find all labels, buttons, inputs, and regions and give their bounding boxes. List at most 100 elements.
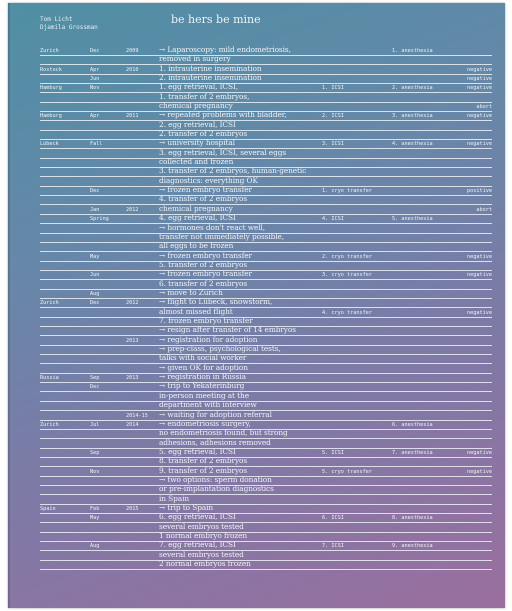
row-city: Zurich (40, 300, 59, 307)
row-text: → frozen embryo transfer (159, 269, 252, 279)
row-year: 2015 (126, 506, 139, 513)
row-procedure: 1. cryo transfer (322, 188, 372, 195)
row-anesthesia: 6. anesthesia (392, 421, 433, 428)
timeline-row: Zurich Dec 2009 → Laparoscopy: mild endomet… (40, 44, 492, 56)
row-procedure: 5. cryo transfer (322, 468, 372, 475)
row-text: adhesions, adhesions removed (159, 437, 271, 447)
row-month: Jul (90, 421, 100, 428)
row-month: Dec (90, 188, 100, 195)
row-text: no endometriosis found, but strong (159, 428, 288, 438)
row-text: → trip to Spain (159, 503, 214, 513)
row-year: 2010 (126, 66, 139, 73)
row-text: 5. transfer of 2 embryos (159, 259, 248, 269)
row-text: → trip to Yekaterinburg (159, 381, 245, 391)
row-city: Hamburg (40, 113, 62, 120)
row-procedure: 4. cryo transfer (322, 309, 372, 316)
row-month: Aug (90, 543, 100, 550)
timeline-row: 2013 → registration for adoption (40, 335, 492, 346)
row-procedure: 5. ICSI (322, 449, 344, 456)
row-result: negative (467, 75, 492, 82)
timeline-row: talks with social worker (40, 353, 492, 365)
row-anesthesia: 5. anesthesia (392, 216, 433, 223)
timeline-row: Russia Sep 2013 → registration in Russia (40, 372, 492, 384)
row-text: → resign after transfer of 14 embryos (159, 325, 296, 335)
row-city: Lübeck (40, 141, 59, 148)
timeline-row: 3. transfer of 2 embryos, human-genetic (40, 166, 492, 178)
row-month: Nov (90, 468, 100, 475)
row-text: 1. egg retrieval, ICSI, (159, 82, 238, 92)
row-text: → prep-class, psychological tests, (159, 344, 281, 354)
timeline-row: Hamburg Nov 1. egg retrieval, ICSI, 1. ICSI… (40, 82, 492, 94)
row-text: removed in surgery (159, 54, 231, 64)
row-text: 2. transfer of 2 embryos (159, 129, 248, 139)
author-name: Djamila Grossman (40, 24, 98, 31)
timeline-row: → hormones don't react well, (40, 222, 492, 234)
timeline-row: Jan 2012 chemical pregnancy abort (40, 203, 492, 215)
row-city: Rostock (40, 66, 62, 73)
timeline-row: in Spain (40, 494, 492, 505)
timeline-row: Lübeck Fall → university hospital 3. ICSI 4.… (40, 138, 492, 150)
row-result: negative (467, 468, 492, 475)
row-text: → frozen embryo transfer (159, 185, 252, 195)
timeline-row: Zurich Dec 2012 → flight to Lübeck, snowsto… (40, 297, 492, 309)
timeline-row: 6. transfer of 2 embryos (40, 278, 492, 290)
row-anesthesia: 9. anesthesia (392, 543, 433, 550)
row-text: → frozen embryo transfer (159, 250, 252, 260)
row-month: Fall (90, 141, 103, 148)
row-year: 2011 (126, 113, 139, 120)
timeline-row: Sep 5. egg retrieval, ICSI 5. ICSI 7. anest… (40, 446, 492, 458)
row-result: negative (467, 272, 492, 279)
row-result: negative (467, 66, 492, 73)
timeline-row: Nov 9. transfer of 2 embryos 5. cryo trans… (40, 466, 492, 477)
row-month: Dec (90, 384, 100, 391)
timeline-row: several embryos tested (40, 549, 492, 561)
row-anesthesia: 3. anesthesia (392, 113, 433, 120)
row-procedure: 7. ICSI (322, 543, 344, 550)
row-text: chemical pregnancy (159, 203, 233, 213)
row-result: negative (467, 141, 492, 148)
timeline-row: Rostock Apr 2010 1. intrauterine inseminati… (40, 64, 492, 75)
row-year: 2013 (126, 375, 139, 382)
row-text: → hormones don't react well, (159, 222, 266, 232)
timeline-row: → prep-class, psychological tests, (40, 344, 492, 356)
timeline-row: 2 normal embryos frozen (40, 559, 492, 571)
row-anesthesia: 2. anesthesia (392, 85, 433, 92)
row-city: Zurich (40, 47, 59, 54)
row-text: or pre-implantation diagnostics (159, 484, 274, 494)
row-result: negative (467, 309, 492, 316)
row-anesthesia: 8. anesthesia (392, 515, 433, 522)
timeline-row: → resign after transfer of 14 embryos (40, 325, 492, 337)
row-text: several embryos tested (159, 549, 244, 559)
row-year: 2014-15 (126, 412, 148, 419)
row-month: Dec (90, 47, 100, 54)
timeline-row: diagnostics: everything OK (40, 176, 492, 187)
row-month: Dec (90, 300, 100, 307)
timeline-row: department with interview (40, 400, 492, 412)
row-text: 5. egg retrieval, ICSI (159, 446, 236, 456)
row-text: talks with social worker (159, 353, 247, 363)
timeline-row: → two options: sperm donation (40, 475, 492, 486)
row-anesthesia: 4. anesthesia (392, 141, 433, 148)
timeline-row: Jun → frozen embryo transfer 3. cryo trans… (40, 269, 492, 281)
row-procedure: 2. cryo transfer (322, 253, 372, 260)
row-text: 1. transfer of 2 embryos, (159, 91, 250, 101)
timeline-row: Aug 7. egg retrieval, ICSI 7. ICSI 9. anest… (40, 540, 492, 552)
timeline-row: Spring 4. egg retrieval, ICSI 4. ICSI 5. an… (40, 213, 492, 225)
timeline-row: → given OK for adoption (40, 363, 492, 374)
row-month: Apr (90, 66, 100, 73)
row-month: May (90, 515, 100, 522)
row-text: → flight to Lübeck, snowstorm, (159, 297, 273, 307)
timeline-row: 2. transfer of 2 embryos (40, 129, 492, 141)
row-text: all eggs to be frozen (159, 241, 234, 251)
timeline-row: 2. egg retrieval, ICSI (40, 119, 492, 131)
book-title: be hers be mine (171, 13, 261, 26)
row-text: 4. egg retrieval, ICSI (159, 213, 236, 223)
row-text: → Laparoscopy: mild endometriosis, (159, 44, 291, 54)
authors: Tom Licht Djamila Grossman (40, 16, 98, 32)
book-spine (8, 3, 12, 608)
row-text: 6. transfer of 2 embryos (159, 278, 248, 288)
row-procedure: 3. ICSI (322, 141, 344, 148)
row-city: Russia (40, 375, 59, 382)
row-text: 2. egg retrieval, ICSI (159, 119, 236, 129)
timeline-row: or pre-implantation diagnostics (40, 484, 492, 496)
